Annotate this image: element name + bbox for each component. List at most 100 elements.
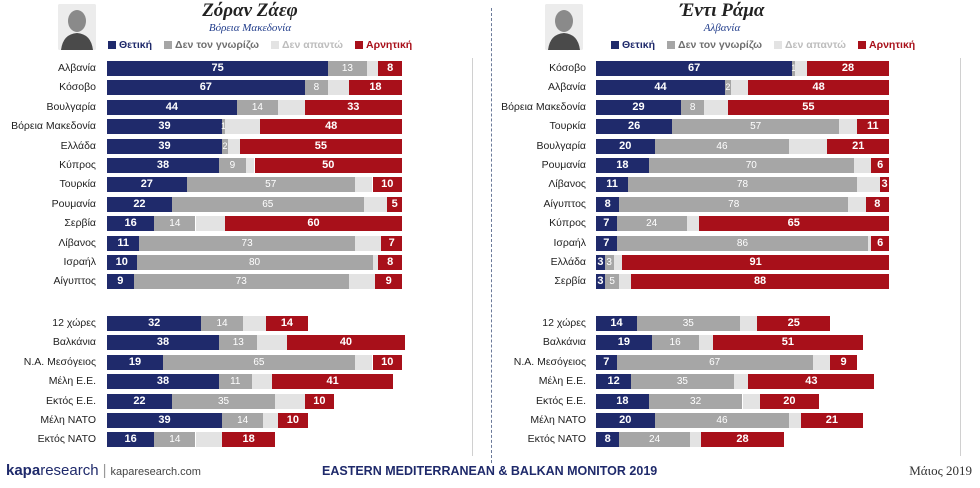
data-label: 9 xyxy=(385,275,392,288)
panel-title: Ζόραν Ζάεφ xyxy=(202,0,298,21)
data-label: 57 xyxy=(265,179,277,191)
bar-segment-dont-know xyxy=(219,335,258,351)
bar-segment-no-answer xyxy=(354,235,382,251)
data-label: 91 xyxy=(749,256,762,268)
data-label: 88 xyxy=(753,275,767,288)
legend-label: Δεν τον γνωρίζω xyxy=(175,39,259,51)
bar-segment-dont-know xyxy=(724,80,731,96)
bar-segment-negative xyxy=(713,335,863,351)
category-label: Κόσοβο xyxy=(59,81,96,94)
legend-swatch xyxy=(270,41,279,49)
bar-segment-dont-know xyxy=(171,196,364,212)
bar-segment-dont-know xyxy=(201,316,243,331)
data-label: 50 xyxy=(322,159,335,171)
bar-segment-positive xyxy=(596,80,725,96)
data-label: 14 xyxy=(237,415,249,426)
bar-segment-positive xyxy=(596,61,793,76)
portrait-photo-icon xyxy=(545,4,583,50)
category-label: Μέλη ΝΑΤΟ xyxy=(40,414,96,426)
legend-swatch xyxy=(355,41,364,49)
bar-segment-positive xyxy=(596,432,620,448)
category-label: Εκτός ΝΑΤΟ xyxy=(527,433,586,446)
bar-segment-positive xyxy=(107,354,164,370)
bar-segment-no-answer xyxy=(227,138,240,154)
bar-segment-positive xyxy=(107,393,172,409)
bar-segment-no-answer xyxy=(698,335,714,351)
bar-segment-positive xyxy=(596,255,605,270)
bar-segment-no-answer xyxy=(839,119,857,135)
data-label: 73 xyxy=(235,276,247,288)
bar-segment-positive xyxy=(107,99,237,115)
bar-segment-no-answer xyxy=(733,374,749,390)
data-label: 11 xyxy=(230,376,241,388)
data-label: 11 xyxy=(606,178,618,191)
bar-segment-negative xyxy=(622,255,889,270)
legend-label: Θετική xyxy=(622,39,656,51)
bar-segment-no-answer xyxy=(739,316,758,331)
bar-segment-positive xyxy=(107,138,223,154)
bar-segment-no-answer xyxy=(225,119,261,135)
bar-segment-positive xyxy=(107,61,329,76)
data-label: 38 xyxy=(156,336,170,349)
data-label: 13 xyxy=(232,337,244,349)
data-label: 18 xyxy=(242,433,255,446)
bar-segment-no-answer xyxy=(853,158,872,173)
bar-segment-negative xyxy=(381,235,402,251)
bar-segment-dont-know xyxy=(680,99,705,115)
panel-title: Έντι Ράμα xyxy=(679,0,765,21)
bar-segment-negative xyxy=(801,413,863,428)
bar-segment-negative xyxy=(830,354,857,370)
data-label: 32 xyxy=(148,317,161,329)
data-label: 46 xyxy=(716,415,728,426)
data-label: 8 xyxy=(604,433,611,446)
category-label: Τουρκία xyxy=(59,178,96,191)
legend-item: Δεν τον γνωρίζω xyxy=(667,39,762,51)
legend-item: Δεν απαντώ xyxy=(270,39,343,51)
category-label: Αλβανία xyxy=(547,81,586,94)
data-label: 19 xyxy=(128,355,142,368)
bar-segment-negative xyxy=(372,354,402,370)
bar-segment-positive xyxy=(596,413,655,428)
data-label: 20 xyxy=(619,139,632,152)
bar-segment-no-answer xyxy=(251,374,273,390)
data-label: 18 xyxy=(369,81,382,94)
bar-segment-dont-know xyxy=(792,61,796,76)
data-label: 67 xyxy=(688,62,701,74)
data-label: 6 xyxy=(877,159,884,171)
data-label: 39 xyxy=(158,414,171,426)
bar-segment-dont-know xyxy=(619,196,848,212)
legend-swatch xyxy=(108,41,116,49)
bar-segment-dont-know xyxy=(654,138,790,154)
bar-segment-positive xyxy=(107,158,220,173)
data-label: 20 xyxy=(783,394,796,407)
data-label: 14 xyxy=(169,218,181,230)
data-label: 18 xyxy=(616,159,629,171)
category-label: Βουλγαρία xyxy=(536,139,586,152)
data-label: 65 xyxy=(787,217,800,230)
data-label: 5 xyxy=(391,197,398,210)
bar-segment-positive xyxy=(596,316,638,331)
data-label: 6 xyxy=(877,236,884,249)
bar-segment-no-answer xyxy=(257,335,287,351)
data-label: 8 xyxy=(387,256,394,268)
bar-segment-negative xyxy=(748,374,875,390)
bar-segment-positive xyxy=(596,393,649,409)
category-label: Ελλάδα xyxy=(550,256,586,268)
data-label: 28 xyxy=(736,433,749,446)
bar-segment-negative xyxy=(372,177,402,193)
category-label: Ελλάδα xyxy=(60,139,96,152)
data-label: 65 xyxy=(262,198,274,210)
data-label: 57 xyxy=(750,121,762,133)
kapa-research-logo: kaparesearch | kaparesearch.com xyxy=(6,462,201,479)
category-label: Ν.Α. Μεσόγειος xyxy=(513,355,586,368)
category-label: Κύπρος xyxy=(59,159,96,171)
data-label: 46 xyxy=(716,140,728,152)
data-label: 21 xyxy=(825,414,838,426)
data-label: 38 xyxy=(156,159,170,171)
bar-segment-dont-know xyxy=(186,177,355,193)
bar-segment-positive xyxy=(107,119,223,135)
category-label: Βόρεια Μακεδονία xyxy=(501,100,586,113)
data-label: 70 xyxy=(745,160,757,171)
category-label: Βαλκάνια xyxy=(52,336,96,349)
bar-segment-dont-know xyxy=(637,316,740,331)
